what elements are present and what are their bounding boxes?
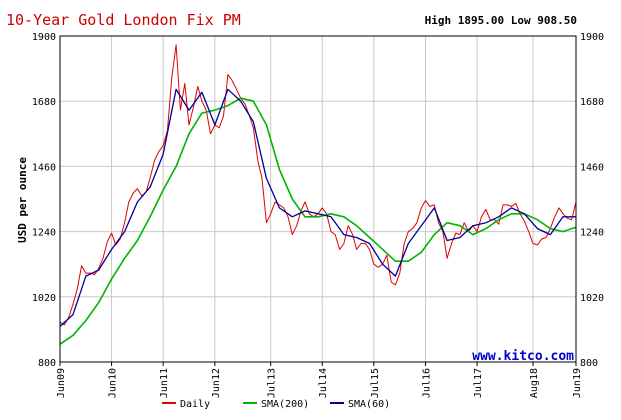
legend-label: Daily <box>180 399 210 410</box>
high-low-readout: High 1895.00 Low 908.50 <box>425 14 577 27</box>
chart-title: 10-Year Gold London Fix PM <box>6 11 241 29</box>
x-tick-label: Jun12 <box>211 368 222 398</box>
x-tick-label: Jun10 <box>108 368 119 398</box>
x-tick-label: Jun19 <box>572 368 583 398</box>
x-tick-label: Jul13 <box>267 368 278 398</box>
legend: Daily SMA(200) SMA(60) <box>162 399 390 410</box>
x-tick-label: Jul14 <box>318 368 329 398</box>
y-tick-label-left: 1460 <box>32 162 56 173</box>
y-tick-label-right: 1240 <box>580 228 604 239</box>
x-tick-label: Jul15 <box>370 368 381 398</box>
y-tick-label-left: 1240 <box>32 228 56 239</box>
y-tick-label-right: 1900 <box>580 32 604 43</box>
plot-border <box>59 35 577 363</box>
series-lines <box>59 44 577 345</box>
x-tick-label: Jun11 <box>159 368 170 398</box>
y-tick-label-right: 800 <box>580 358 598 369</box>
series-line-sma-200 <box>59 97 577 345</box>
legend-label: SMA(200) <box>261 399 309 410</box>
series-line-sma-60 <box>59 88 576 327</box>
y-tick-label-left: 1020 <box>32 293 56 304</box>
x-tick-label: Aug18 <box>529 368 540 398</box>
y-tick-label-left: 1900 <box>32 32 56 43</box>
kitco-watermark: www.kitco.com <box>472 349 574 364</box>
y-tick-label-right: 1460 <box>580 162 604 173</box>
x-tick-label: Jul16 <box>422 368 433 398</box>
x-tick-label: Jun09 <box>56 368 67 398</box>
y-tick-label-right: 1680 <box>580 97 604 108</box>
grid <box>59 35 577 363</box>
y-tick-label-left: 1680 <box>32 97 56 108</box>
legend-label: SMA(60) <box>348 399 390 410</box>
y-tick-label-left: 800 <box>38 358 56 369</box>
x-tick-label: Jul17 <box>473 368 484 398</box>
y-axis-label: USD per ounce <box>16 157 29 243</box>
y-tick-label-right: 1020 <box>580 293 604 304</box>
axes: 800 800 1020 1020 1240 1240 1460 1460 1680 1680 19… <box>32 32 604 398</box>
